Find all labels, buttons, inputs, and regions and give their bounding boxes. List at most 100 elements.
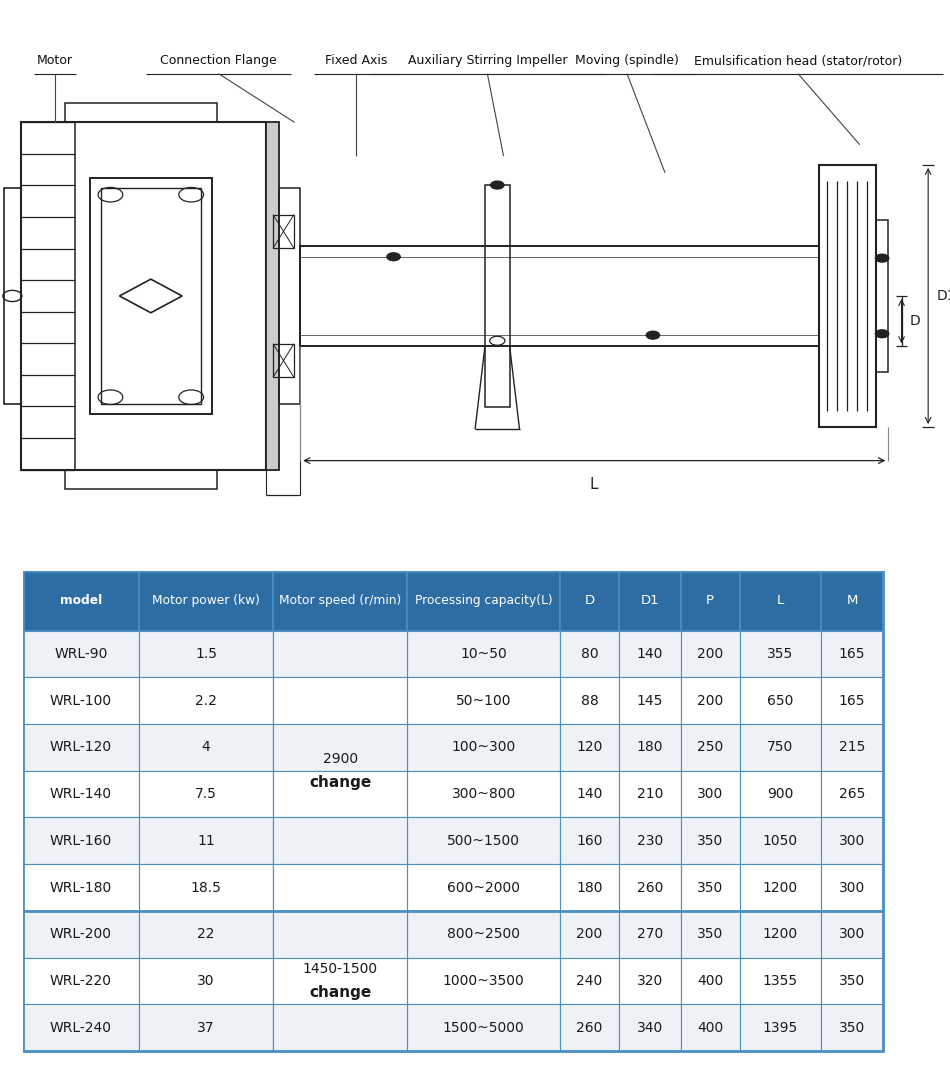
Bar <box>139 677 274 724</box>
Text: 200: 200 <box>577 927 602 941</box>
Bar <box>680 571 739 631</box>
Text: L: L <box>777 595 784 607</box>
Text: 350: 350 <box>839 974 865 988</box>
Text: 350: 350 <box>697 927 723 941</box>
Bar <box>274 1005 408 1051</box>
Text: 1000~3500: 1000~3500 <box>443 974 524 988</box>
Bar <box>560 957 618 1005</box>
Bar <box>274 724 408 771</box>
Bar <box>560 817 618 864</box>
Text: 265: 265 <box>839 787 865 801</box>
Bar <box>560 771 618 817</box>
Bar <box>680 677 739 724</box>
Circle shape <box>387 253 400 261</box>
Text: 1500~5000: 1500~5000 <box>443 1021 524 1035</box>
Text: 1.5: 1.5 <box>195 647 217 661</box>
Text: 900: 900 <box>768 787 793 801</box>
Text: 650: 650 <box>768 694 793 708</box>
Bar <box>139 957 274 1005</box>
Bar <box>274 817 408 864</box>
Bar <box>739 631 821 677</box>
Bar <box>408 631 560 677</box>
Text: Motor speed (r/min): Motor speed (r/min) <box>279 595 402 607</box>
Bar <box>65 103 217 123</box>
Bar <box>680 957 739 1005</box>
Text: 18.5: 18.5 <box>191 881 221 895</box>
Text: 260: 260 <box>577 1021 602 1035</box>
Bar <box>274 864 408 911</box>
Bar <box>560 571 618 631</box>
Bar <box>273 344 294 377</box>
Text: P: P <box>706 595 714 607</box>
Circle shape <box>490 181 504 188</box>
Bar <box>274 957 408 1005</box>
Bar <box>680 911 739 957</box>
Bar <box>821 817 883 864</box>
Bar <box>739 1005 821 1051</box>
Bar <box>821 677 883 724</box>
Bar <box>680 631 739 677</box>
Text: 1050: 1050 <box>763 834 798 848</box>
Text: 400: 400 <box>697 974 723 988</box>
Text: D1: D1 <box>937 289 950 303</box>
Bar <box>274 911 408 957</box>
Bar <box>680 864 739 911</box>
Text: WRL-240: WRL-240 <box>49 1021 112 1035</box>
Text: 500~1500: 500~1500 <box>447 834 521 848</box>
Bar <box>23 571 139 631</box>
Bar <box>739 571 821 631</box>
Text: L: L <box>590 477 598 491</box>
Circle shape <box>876 330 888 338</box>
Bar <box>274 677 408 724</box>
Text: 50~100: 50~100 <box>456 694 511 708</box>
Bar <box>23 864 139 911</box>
Bar <box>279 188 300 404</box>
Bar <box>101 188 200 404</box>
Bar <box>739 677 821 724</box>
Bar <box>300 246 819 347</box>
Text: 180: 180 <box>636 740 663 754</box>
Text: 1355: 1355 <box>763 974 798 988</box>
Text: 1200: 1200 <box>763 927 798 941</box>
Text: 350: 350 <box>697 881 723 895</box>
Text: 210: 210 <box>636 787 663 801</box>
Bar <box>821 571 883 631</box>
Bar <box>139 1005 274 1051</box>
Bar <box>408 957 560 1005</box>
Bar <box>618 864 680 911</box>
Text: Processing capacity(L): Processing capacity(L) <box>415 595 553 607</box>
Text: 7.5: 7.5 <box>195 787 217 801</box>
Text: Motor: Motor <box>37 54 73 67</box>
Bar <box>618 724 680 771</box>
Text: 80: 80 <box>580 647 598 661</box>
Bar <box>274 864 408 911</box>
Text: 200: 200 <box>697 647 723 661</box>
Bar <box>560 677 618 724</box>
Text: 300: 300 <box>839 927 865 941</box>
Bar <box>139 864 274 911</box>
Text: 88: 88 <box>580 694 598 708</box>
Text: 4: 4 <box>201 740 211 754</box>
Text: 240: 240 <box>577 974 602 988</box>
Bar <box>23 957 139 1005</box>
Bar <box>739 911 821 957</box>
Bar <box>618 677 680 724</box>
Bar <box>273 214 294 248</box>
Text: 165: 165 <box>839 647 865 661</box>
Text: 22: 22 <box>198 927 215 941</box>
Bar <box>274 771 408 817</box>
Bar <box>560 911 618 957</box>
Text: 300: 300 <box>839 834 865 848</box>
Text: change: change <box>309 775 371 789</box>
Text: 140: 140 <box>636 647 663 661</box>
Bar <box>408 1005 560 1051</box>
Text: change: change <box>309 985 371 1001</box>
Bar <box>274 1005 408 1051</box>
Bar <box>821 724 883 771</box>
Text: WRL-120: WRL-120 <box>49 740 112 754</box>
Bar <box>680 724 739 771</box>
Bar <box>139 911 274 957</box>
Bar <box>23 817 139 864</box>
Text: 250: 250 <box>697 740 723 754</box>
Bar <box>408 724 560 771</box>
